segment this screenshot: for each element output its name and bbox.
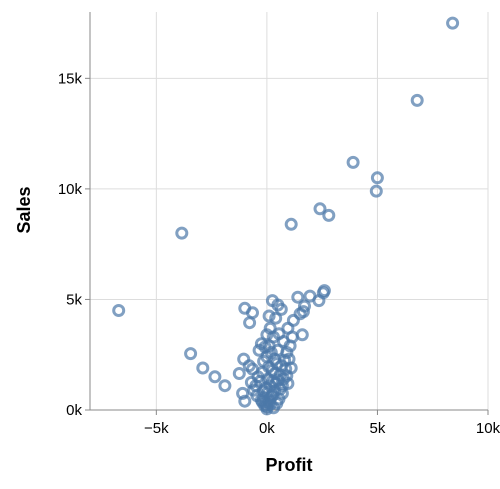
y-tick-label: 15k — [58, 70, 83, 87]
data-point — [446, 16, 460, 30]
data-point — [265, 374, 279, 388]
data-point — [275, 386, 289, 400]
data-point — [410, 93, 424, 107]
data-point — [369, 184, 383, 198]
data-point — [296, 305, 310, 319]
y-tick-label: 10k — [58, 181, 83, 198]
data-point — [232, 367, 246, 380]
data-point — [370, 171, 384, 185]
data-point — [256, 365, 269, 379]
y-tick-label: 0k — [66, 402, 82, 419]
y-tick-label: 5k — [66, 291, 82, 308]
data-point — [313, 202, 327, 216]
data-point — [291, 290, 305, 304]
data-point — [246, 306, 259, 320]
x-tick-label: −5k — [144, 420, 169, 437]
data-points — [112, 16, 460, 416]
data-point — [269, 311, 283, 325]
data-point — [196, 361, 210, 375]
data-point — [295, 328, 309, 342]
y-axis-title: Sales — [14, 186, 34, 233]
data-point — [236, 386, 250, 400]
x-tick-label: 5k — [370, 420, 386, 437]
data-point — [218, 379, 232, 393]
x-tick-label: 10k — [476, 420, 500, 437]
x-axis-title: Profit — [266, 455, 313, 475]
data-point — [262, 339, 276, 353]
data-point — [256, 395, 269, 409]
x-tick-label: 0k — [259, 420, 275, 437]
data-point — [247, 383, 261, 397]
axes: −5k 0k 5k 10k 0k 5k 10k 15k — [58, 12, 500, 437]
data-point — [262, 309, 276, 323]
data-point — [208, 370, 222, 384]
data-point — [184, 347, 198, 361]
data-point — [262, 393, 276, 407]
data-point — [243, 316, 257, 330]
data-point — [278, 353, 292, 367]
data-point — [346, 155, 360, 169]
data-point — [112, 304, 126, 317]
data-point — [285, 330, 299, 344]
data-point — [238, 394, 252, 408]
data-point — [322, 208, 336, 222]
data-point — [175, 226, 189, 240]
data-point — [274, 302, 288, 316]
data-point — [271, 373, 285, 387]
data-point — [284, 217, 298, 231]
data-point — [312, 294, 326, 308]
